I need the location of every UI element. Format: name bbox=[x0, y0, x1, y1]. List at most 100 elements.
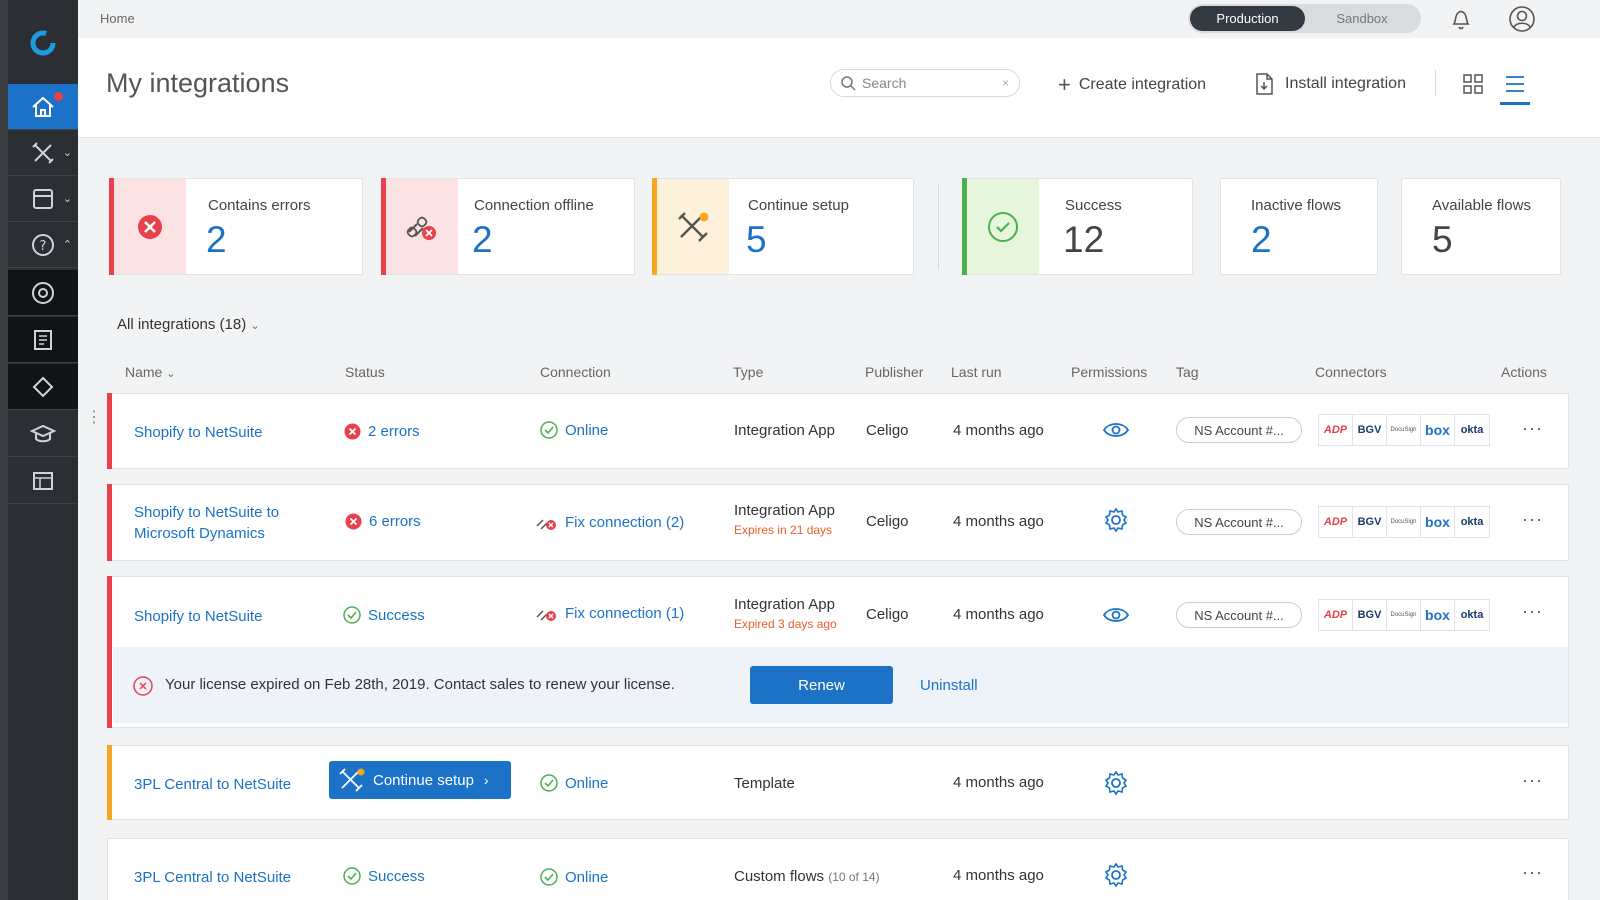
name-line: Shopify to NetSuite to bbox=[134, 504, 280, 521]
status-errors[interactable]: 2 errors bbox=[344, 423, 420, 440]
rail-docs[interactable] bbox=[8, 317, 78, 363]
search-input[interactable]: Search × bbox=[830, 69, 1020, 97]
eye-icon[interactable] bbox=[1102, 420, 1130, 440]
connector-logo: ADP bbox=[1319, 507, 1353, 537]
breadcrumb[interactable]: Home bbox=[100, 11, 135, 26]
connector-logo: BGV bbox=[1353, 415, 1387, 445]
row-actions-menu[interactable]: ··· bbox=[1522, 770, 1543, 790]
card-inactive-flows[interactable]: Inactive flows 2 bbox=[1220, 178, 1378, 275]
error-icon bbox=[344, 423, 361, 440]
table-row[interactable]: 3PL Central to NetSuite Continue setup ›… bbox=[107, 745, 1569, 820]
integration-name-link[interactable]: Shopify to NetSuite to Microsoft Dynamic… bbox=[134, 502, 279, 544]
rail-marketplace[interactable] bbox=[8, 458, 78, 504]
card-label: Available flows bbox=[1432, 197, 1531, 214]
help-icon: ? bbox=[32, 233, 54, 256]
card-icon-area bbox=[114, 179, 186, 274]
status-errors[interactable]: 6 errors bbox=[345, 513, 421, 530]
fix-connection-link[interactable]: Fix connection (2) bbox=[534, 512, 684, 532]
rail-help[interactable]: ? ⌃ bbox=[8, 222, 78, 268]
status-success[interactable]: Success bbox=[343, 867, 425, 885]
row-actions-menu[interactable]: ··· bbox=[1522, 509, 1543, 529]
uninstall-link[interactable]: Uninstall bbox=[920, 677, 978, 694]
card-success[interactable]: Success 12 bbox=[962, 178, 1193, 275]
name-line: Microsoft Dynamics bbox=[134, 525, 265, 542]
grid-view-icon[interactable] bbox=[1463, 74, 1483, 94]
card-label: Success bbox=[1065, 197, 1122, 214]
card-label: Continue setup bbox=[748, 197, 849, 214]
card-contains-errors[interactable]: Contains errors 2 bbox=[109, 178, 363, 275]
tools-icon bbox=[32, 141, 54, 164]
connector-logo: box bbox=[1421, 600, 1455, 630]
row-actions-menu[interactable]: ··· bbox=[1522, 601, 1543, 621]
gear-icon[interactable] bbox=[1103, 507, 1129, 533]
tag-icon bbox=[32, 376, 54, 397]
card-count: 5 bbox=[746, 219, 767, 260]
rail-university[interactable] bbox=[8, 411, 78, 457]
table-row[interactable]: 3PL Central to NetSuite Success Online C… bbox=[107, 838, 1569, 900]
tag-pill[interactable]: NS Account #... bbox=[1176, 602, 1302, 628]
integration-name-link[interactable]: Shopify to NetSuite bbox=[134, 424, 263, 441]
card-connection-offline[interactable]: Connection offline 2 bbox=[381, 178, 635, 275]
row-actions-menu[interactable]: ··· bbox=[1522, 418, 1543, 438]
type-label: Integration App bbox=[734, 596, 835, 613]
chevron-down-icon: ⌄ bbox=[250, 320, 260, 332]
status-label: Success bbox=[368, 606, 425, 624]
type-cell: Integration App Expired 3 days ago bbox=[734, 596, 837, 631]
clear-search-icon[interactable]: × bbox=[1001, 76, 1009, 90]
renew-button[interactable]: Renew bbox=[750, 666, 893, 704]
install-integration-button[interactable]: Install integration bbox=[1253, 72, 1406, 96]
column-header-name[interactable]: Name ⌄ bbox=[125, 364, 176, 380]
card-count: 2 bbox=[206, 219, 227, 260]
table-row[interactable]: Shopify to NetSuite Success Fix connecti… bbox=[107, 576, 1569, 728]
active-view-indicator bbox=[1500, 102, 1530, 105]
column-header-status: Status bbox=[345, 364, 385, 380]
connector-logos: ADP BGV DocuSign box okta bbox=[1318, 414, 1490, 446]
plus-icon: + bbox=[1058, 72, 1071, 97]
card-count: 12 bbox=[1063, 219, 1105, 260]
env-production[interactable]: Production bbox=[1190, 6, 1305, 31]
rail-edge bbox=[0, 0, 8, 900]
bell-icon[interactable] bbox=[1450, 7, 1472, 31]
integrations-filter-dropdown[interactable]: All integrations (18) ⌄ bbox=[117, 316, 260, 333]
gear-icon[interactable] bbox=[1103, 770, 1129, 796]
integration-name-link[interactable]: 3PL Central to NetSuite bbox=[134, 776, 292, 793]
integration-name-link[interactable]: Shopify to NetSuite bbox=[134, 608, 263, 625]
connection-label: Online bbox=[565, 774, 609, 792]
rail-tickets[interactable] bbox=[8, 364, 78, 410]
celigo-logo[interactable] bbox=[8, 18, 78, 68]
tag-pill[interactable]: NS Account #... bbox=[1176, 417, 1302, 443]
eye-icon[interactable] bbox=[1102, 605, 1130, 625]
row-actions-menu[interactable]: ··· bbox=[1522, 862, 1543, 882]
expiry-note: Expires in 21 days bbox=[734, 523, 833, 537]
gear-icon[interactable] bbox=[1103, 862, 1129, 888]
card-accent-bar bbox=[109, 178, 114, 275]
list-view-icon[interactable] bbox=[1504, 74, 1526, 94]
integration-name-link[interactable]: 3PL Central to NetSuite bbox=[134, 869, 292, 886]
environment-toggle[interactable]: Production Sandbox bbox=[1188, 4, 1421, 33]
connector-logo: DocuSign bbox=[1387, 507, 1421, 537]
connector-logo: box bbox=[1421, 415, 1455, 445]
table-row[interactable]: Shopify to NetSuite to Microsoft Dynamic… bbox=[107, 484, 1569, 561]
column-header-connectors: Connectors bbox=[1315, 364, 1387, 380]
flow-count-note: (10 of 14) bbox=[828, 870, 880, 884]
connector-logos: ADP BGV DocuSign box okta bbox=[1318, 599, 1490, 631]
last-run-label: 4 months ago bbox=[953, 422, 1044, 439]
rail-tools[interactable]: ⌄ bbox=[8, 130, 78, 176]
fix-connection-link[interactable]: Fix connection (1) bbox=[534, 603, 684, 623]
connection-label: Online bbox=[565, 421, 609, 439]
rail-home[interactable] bbox=[8, 84, 78, 130]
status-success[interactable]: Success bbox=[343, 606, 425, 624]
tag-pill[interactable]: NS Account #... bbox=[1176, 509, 1302, 535]
search-placeholder[interactable]: Search bbox=[862, 75, 907, 91]
card-label: Contains errors bbox=[208, 197, 311, 214]
env-sandbox[interactable]: Sandbox bbox=[1336, 11, 1388, 26]
row-status-bar bbox=[107, 484, 112, 561]
card-continue-setup[interactable]: Continue setup 5 bbox=[652, 178, 914, 275]
create-integration-button[interactable]: + Create integration bbox=[1058, 72, 1206, 98]
rail-resources[interactable]: ⌄ bbox=[8, 176, 78, 222]
account-icon[interactable] bbox=[1508, 5, 1536, 33]
card-available-flows[interactable]: Available flows 5 bbox=[1401, 178, 1561, 275]
rail-support[interactable] bbox=[8, 270, 78, 316]
continue-setup-button[interactable]: Continue setup › bbox=[329, 761, 511, 799]
table-row[interactable]: Shopify to NetSuite 2 errors Online Inte… bbox=[107, 393, 1569, 469]
